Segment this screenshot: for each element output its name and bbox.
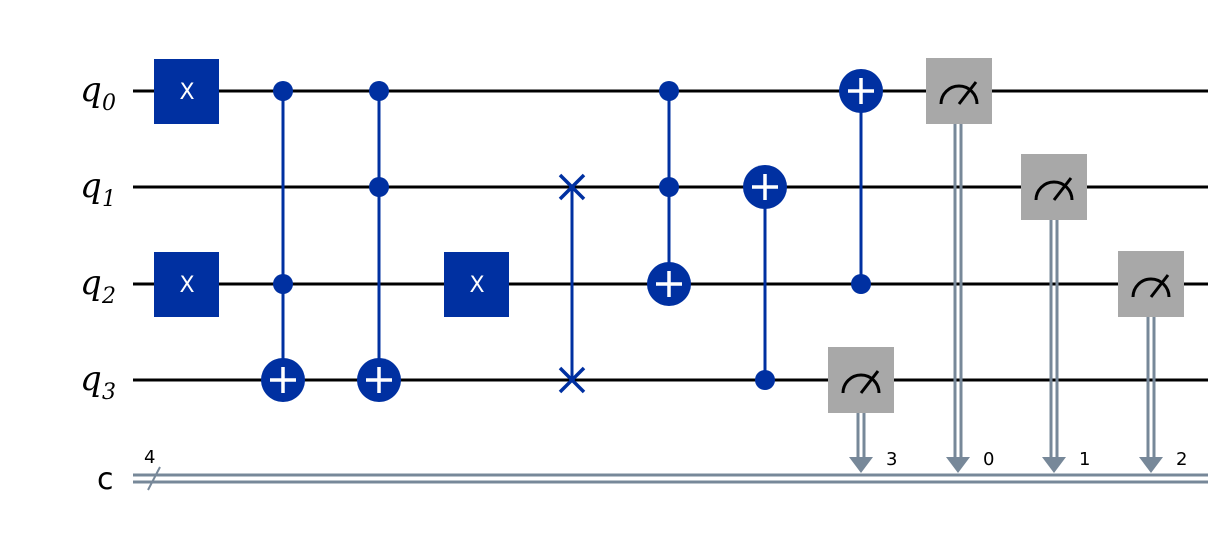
- target-plus-icon: [357, 358, 401, 402]
- register-width-marker: 4: [144, 447, 160, 490]
- measure-gate-q1: 1: [1021, 154, 1090, 473]
- svg-text:0: 0: [102, 91, 116, 116]
- svg-text:4: 4: [144, 447, 155, 468]
- x-gate-q0: X: [154, 59, 219, 124]
- target-plus-icon: [261, 358, 305, 402]
- svg-text:X: X: [179, 80, 194, 105]
- x-gate-q2-second: X: [444, 252, 509, 317]
- toffoli-gate-3: [647, 81, 691, 306]
- svg-text:3: 3: [102, 380, 116, 405]
- qubit-label-q0: q 0: [80, 70, 116, 116]
- svg-text:q: q: [80, 70, 102, 110]
- svg-text:q: q: [80, 166, 102, 206]
- control-dot: [755, 370, 775, 390]
- control-dot: [273, 81, 293, 101]
- control-dot: [659, 81, 679, 101]
- control-dot: [273, 274, 293, 294]
- control-dot: [369, 81, 389, 101]
- target-plus-icon: [647, 262, 691, 306]
- classical-register-label: c: [97, 462, 114, 497]
- clbit-index-0: 0: [983, 449, 994, 470]
- svg-text:q: q: [80, 263, 102, 303]
- cnot-gate-q2-q0: [839, 69, 883, 294]
- clbit-index-1: 1: [1079, 449, 1090, 470]
- cnot-gate-q3-q1: [743, 165, 787, 390]
- svg-text:q: q: [80, 359, 102, 399]
- measure-gate-q0: 0: [926, 58, 994, 473]
- svg-text:X: X: [179, 273, 194, 298]
- measure-gate-q2: 2: [1118, 251, 1187, 473]
- classical-wire: [133, 475, 1208, 482]
- qubit-label-q3: q 3: [80, 359, 116, 405]
- clbit-index-3: 3: [886, 449, 897, 470]
- control-dot: [659, 177, 679, 197]
- control-dot: [369, 177, 389, 197]
- x-gate-q2: X: [154, 252, 219, 317]
- svg-text:2: 2: [101, 284, 116, 309]
- clbit-index-2: 2: [1176, 449, 1187, 470]
- qubit-label-q1: q 1: [80, 166, 116, 212]
- toffoli-gate-2: [357, 81, 401, 402]
- target-plus-icon: [743, 165, 787, 209]
- toffoli-gate-1: [261, 81, 305, 402]
- target-plus-icon: [839, 69, 883, 113]
- measure-gate-q3: 3: [828, 347, 897, 473]
- svg-text:X: X: [469, 273, 484, 298]
- svg-text:1: 1: [102, 187, 116, 212]
- control-dot: [851, 274, 871, 294]
- qubit-label-q2: q 2: [80, 263, 116, 309]
